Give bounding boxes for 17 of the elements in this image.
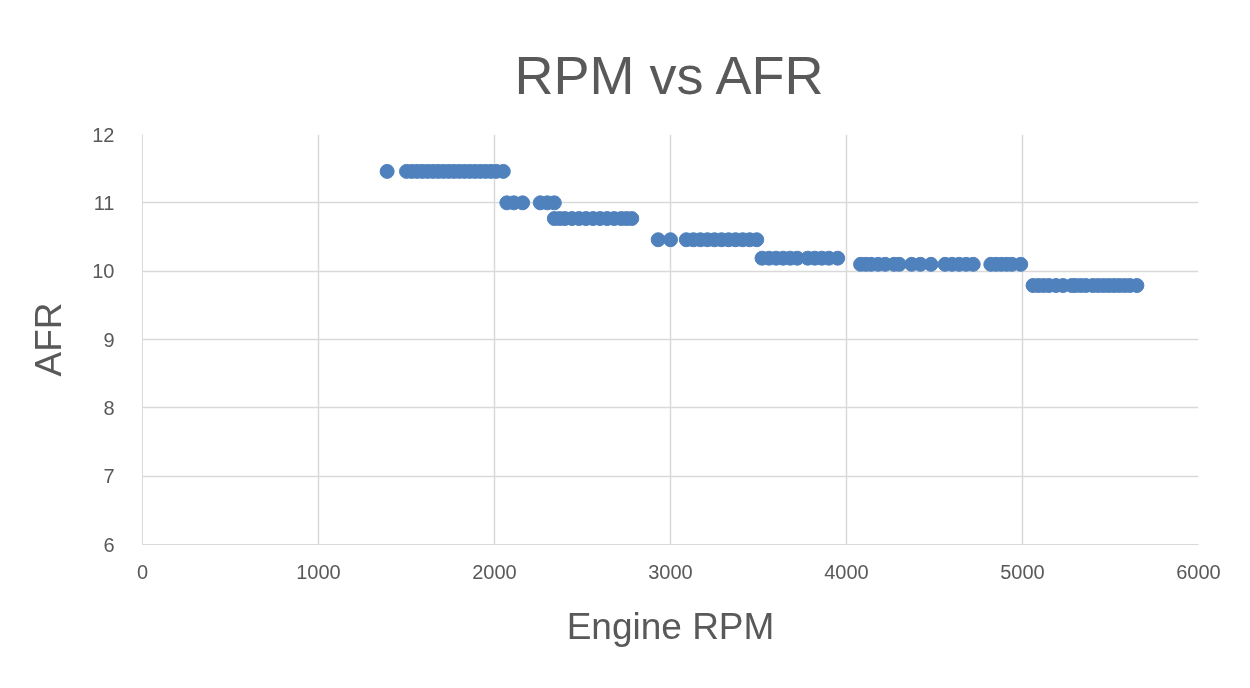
- x-tick-label: 1000: [296, 560, 341, 583]
- y-axis-title: AFR: [28, 302, 70, 377]
- y-tick-label: 11: [93, 191, 115, 214]
- x-tick-label: 4000: [824, 560, 869, 583]
- x-tick-label: 3000: [648, 560, 693, 583]
- y-tick-label: 6: [103, 533, 115, 556]
- y-tick-label: 8: [103, 396, 115, 419]
- chart-title: RPM vs AFR: [514, 44, 824, 105]
- x-tick-label: 2000: [472, 560, 517, 583]
- x-tick-label: 6000: [1176, 560, 1221, 583]
- x-tick-label: 5000: [1000, 560, 1045, 583]
- y-tick-label: 12: [92, 123, 115, 146]
- y-tick-label: 10: [92, 260, 115, 283]
- y-tick-label: 9: [103, 328, 115, 351]
- y-tick-label: 7: [103, 465, 115, 488]
- x-tick-label: 0: [136, 560, 149, 583]
- x-axis-title: Engine RPM: [566, 605, 775, 647]
